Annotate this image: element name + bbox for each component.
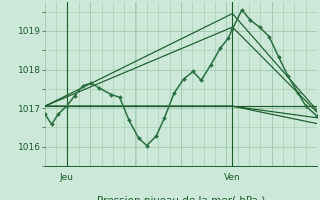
Text: Jeu: Jeu: [60, 173, 74, 182]
Text: Pression niveau de la mer( hPa ): Pression niveau de la mer( hPa ): [97, 196, 265, 200]
Text: Ven: Ven: [224, 173, 241, 182]
